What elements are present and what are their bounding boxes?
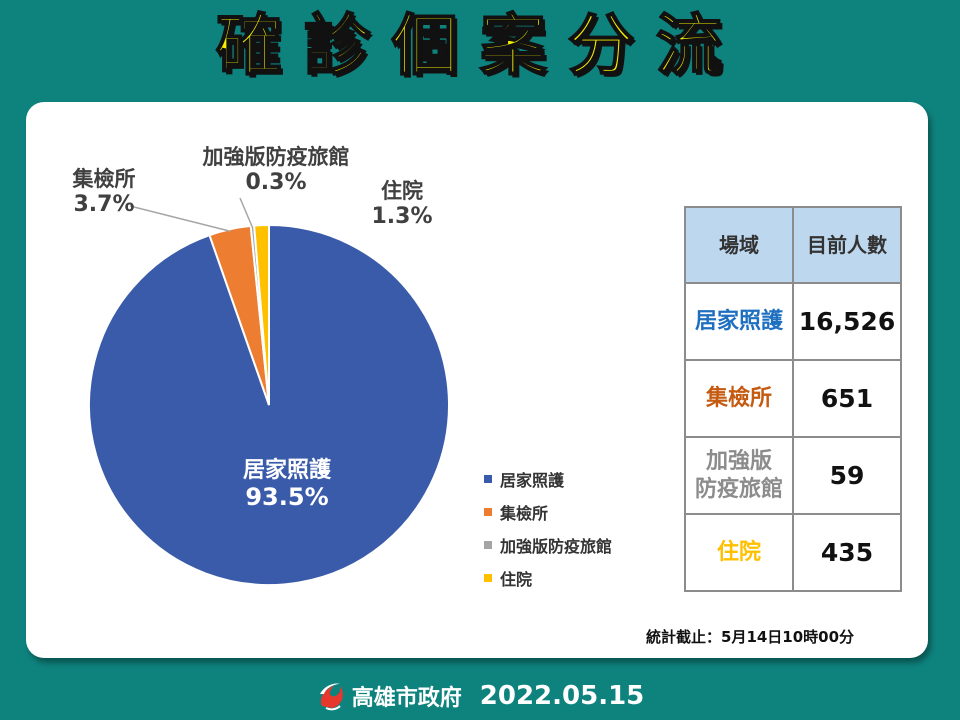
table-header-count: 目前人數 (792, 206, 902, 284)
count-table: 場域 目前人數 居家照護 16,526 集檢所 651 加強版 防疫旅館 59 … (684, 206, 902, 592)
legend-swatch-icon (484, 507, 492, 516)
chart-legend: 居家照護 集檢所 加強版防疫旅館 住院 (484, 462, 612, 594)
slice-label-name: 加強版防疫旅館 (202, 145, 350, 169)
leader-line (129, 205, 231, 232)
table-header-place: 場域 (684, 206, 794, 284)
table-row: 加強版 防疫旅館 59 (684, 436, 902, 515)
table-cell-count: 435 (792, 513, 902, 592)
table-cell-place-line: 防疫旅館 (694, 476, 783, 502)
slice-label-value: 93.5% (245, 483, 329, 511)
table-cell-place: 住院 (684, 513, 794, 592)
org-name: 高雄市政府 (351, 686, 462, 711)
legend-label: 居家照護 (500, 470, 565, 490)
table-row: 居家照護 16,526 (684, 282, 902, 361)
footer-date: 2022.05.15 (479, 681, 645, 711)
slice-label-name: 住院 (381, 179, 423, 203)
legend-item: 加強版防疫旅館 (484, 528, 612, 561)
pie-slice-住院 (253, 223, 270, 406)
slice-label-value: 0.3% (245, 170, 307, 195)
table-cell-count: 16,526 (792, 282, 902, 361)
table-header-row: 場域 目前人數 (684, 206, 902, 284)
table-cell-place: 集檢所 (684, 359, 794, 438)
legend-swatch-icon (484, 474, 492, 483)
legend-label: 集檢所 (500, 503, 549, 523)
footer: 高雄市政府 2022.05.15 (0, 676, 960, 716)
legend-swatch-icon (484, 540, 492, 549)
slice-label-集檢所: 集檢所 3.7% (64, 166, 144, 218)
data-cutoff-note: 統計截止：5月14日10時00分 (646, 628, 855, 646)
slice-label-住院: 住院 1.3% (362, 178, 442, 230)
table-cell-place-line: 加強版 (705, 448, 772, 474)
slice-label-居家照護: 居家照護 93.5% (228, 458, 346, 510)
legend-label: 加強版防疫旅館 (500, 536, 613, 556)
slice-label-value: 3.7% (73, 192, 135, 217)
table-row: 集檢所 651 (684, 359, 902, 438)
legend-item: 住院 (484, 561, 612, 594)
slice-label-value: 1.3% (371, 204, 433, 229)
legend-item: 集檢所 (484, 495, 612, 528)
legend-item: 居家照護 (484, 462, 612, 495)
leader-line (239, 197, 254, 229)
slice-label-name: 居家照護 (242, 458, 331, 483)
slice-label-加強版防疫旅館: 加強版防疫旅館 0.3% (186, 144, 366, 196)
city-logo-icon (319, 683, 343, 711)
legend-swatch-icon (484, 573, 492, 582)
table-cell-count: 59 (792, 436, 902, 515)
table-cell-place: 居家照護 (684, 282, 794, 361)
table-cell-count: 651 (792, 359, 902, 438)
legend-label: 住院 (500, 569, 533, 589)
table-row: 住院 435 (684, 513, 902, 592)
slice-label-name: 集檢所 (72, 167, 136, 191)
page-title: 確診個案分流 (215, 6, 744, 85)
table-cell-place: 加強版 防疫旅館 (684, 436, 794, 515)
